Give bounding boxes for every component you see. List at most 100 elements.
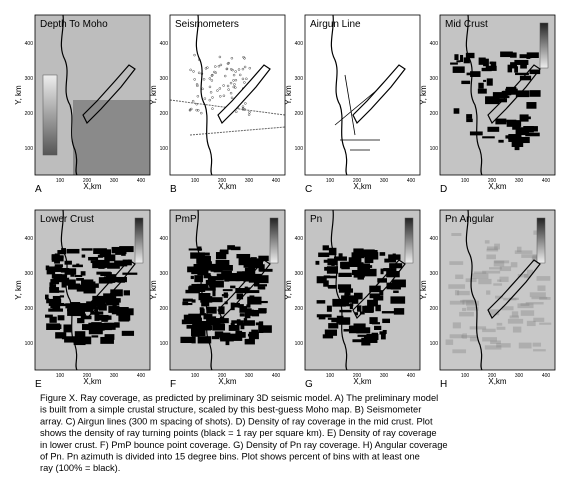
seismometer (214, 65, 217, 68)
coverage-blob (254, 300, 268, 304)
coverage-blob (494, 98, 508, 103)
coverage-blob (259, 268, 273, 272)
angular-streak (452, 322, 461, 329)
coverage-blob (191, 283, 204, 292)
seismometer (218, 87, 222, 90)
coverage-blob (228, 324, 240, 331)
coverage-blob (349, 303, 353, 310)
coverage-blob (104, 322, 116, 330)
seismometer (208, 85, 212, 89)
angular-streak (489, 267, 502, 270)
angular-streak (445, 339, 454, 345)
lake (487, 259, 541, 320)
seismometer (222, 94, 226, 98)
coverage-blob (259, 325, 263, 332)
angular-streak (466, 306, 479, 311)
seismometer (219, 63, 223, 67)
coverage-blob (119, 246, 134, 251)
coverage-blob (215, 252, 227, 260)
coverage-blob (221, 264, 233, 271)
coverage-blob (51, 254, 60, 262)
map-frame (34, 209, 151, 371)
panel-title: Pn (310, 214, 322, 225)
coverage-blob (188, 313, 202, 319)
coastline (465, 14, 483, 176)
coverage-blob (65, 303, 73, 309)
y-tick-label: 100 (25, 146, 34, 152)
coverage-blob (511, 141, 524, 148)
angular-streak (533, 317, 545, 322)
coverage-blob (50, 305, 59, 309)
panel-letter: E (35, 379, 42, 390)
coverage-blob (453, 108, 460, 114)
coverage-blob (194, 275, 203, 283)
angular-streak (494, 243, 500, 250)
coverage-blob (244, 338, 255, 345)
coverage-blob (70, 302, 81, 308)
y-axis-label: Y, km (149, 85, 158, 105)
angular-streak (482, 270, 501, 274)
panel-letter: A (35, 184, 42, 195)
coverage-blob (227, 273, 242, 281)
coverage-blob (98, 277, 113, 284)
coverage-blob (225, 338, 230, 346)
coverage-blob (316, 276, 327, 284)
coverage-blob (233, 302, 240, 308)
angular-streak (516, 246, 522, 253)
angular-streak (469, 336, 479, 342)
seismometer (242, 55, 245, 59)
seismometer (234, 78, 238, 82)
coverage-blob (357, 263, 371, 271)
seismometer (241, 77, 245, 81)
coverage-blob (81, 279, 94, 286)
coverage-blob (374, 249, 378, 255)
coverage-blob (373, 295, 384, 301)
coverage-blob (498, 139, 504, 143)
coverage-blob (203, 252, 210, 256)
coverage-blob (211, 336, 220, 340)
coverage-blob (122, 272, 138, 275)
angular-streak (537, 285, 546, 291)
y-tick-label: 100 (430, 341, 439, 347)
seismometer (248, 66, 252, 70)
seismometer (211, 96, 214, 99)
coverage-blob (386, 271, 400, 278)
coverage-blob (201, 300, 210, 307)
coverage-blob (246, 290, 260, 294)
angular-streak (486, 248, 499, 252)
seismometer (190, 107, 193, 111)
coverage-blob (486, 78, 493, 86)
seismometer (243, 81, 246, 84)
coverage-blob (189, 285, 194, 288)
coverage-blob (349, 264, 363, 267)
angular-streak (461, 335, 478, 338)
coverage-blob (501, 90, 512, 96)
coverage-blob (247, 296, 262, 305)
map-panel: Pn Angular 100 100 200 200 300 300 400 400 X,km Y,… (419, 209, 556, 390)
y-axis-label: Y, km (14, 280, 23, 300)
angular-streak (525, 302, 544, 305)
seismometer (204, 67, 208, 70)
colorbar (42, 74, 58, 156)
coverage-blob (519, 114, 529, 122)
coverage-blob (192, 322, 200, 331)
lake (82, 64, 136, 125)
seismometer (226, 84, 230, 88)
x-axis-label: X,km (83, 182, 102, 191)
coastline (330, 14, 348, 176)
map-frame (304, 14, 421, 176)
seismometer (227, 61, 230, 65)
angular-streak (497, 279, 502, 282)
seismometer (219, 95, 222, 98)
coverage-blob (216, 318, 229, 324)
colorbar (404, 217, 414, 264)
seismometer (244, 102, 247, 105)
seismometer (237, 68, 241, 71)
coverage-blob (47, 324, 62, 330)
angular-streak (524, 273, 529, 279)
coverage-blob (181, 319, 195, 325)
x-tick-label: 200 (83, 373, 92, 379)
caption-line: is built from a simple crustal structure… (40, 405, 421, 415)
angular-streak (532, 342, 542, 347)
coverage-blob (63, 324, 72, 333)
